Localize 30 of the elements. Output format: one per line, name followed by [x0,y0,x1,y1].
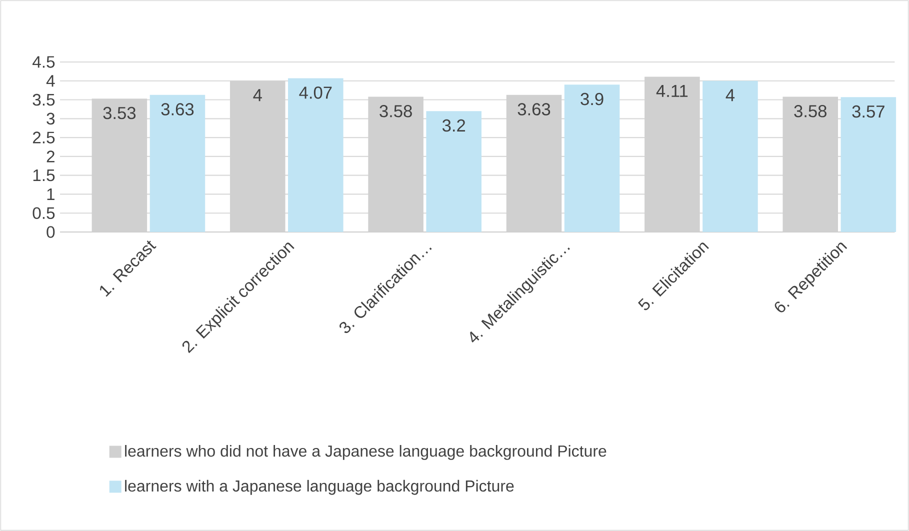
y-tick-label: 4.5 [32,56,55,68]
y-tick-label: 0 [46,226,55,238]
y-tick-label: 0.5 [32,207,55,220]
data-label: 3.63 [161,103,194,116]
bar [702,80,758,232]
data-label: 3.57 [852,105,884,118]
data-label: 3.58 [794,105,826,118]
y-tick-label: 3.5 [32,94,55,106]
data-label: 3.9 [580,92,604,106]
bar [150,94,206,232]
y-tick-label: 1 [47,188,54,200]
y-tick-label: 3 [46,112,55,125]
bar [564,84,620,232]
y-tick-label: 2.5 [32,132,55,144]
bar [288,78,344,232]
bar [426,111,482,232]
data-label: 3.2 [442,119,466,132]
data-label: 4 [726,89,735,102]
data-label: 4.07 [299,86,332,99]
legend-label: learners with a Japanese language background Picture [125,480,514,495]
data-label: 3.63 [518,103,550,116]
y-tick-label: 2 [46,150,54,162]
data-label: 3.53 [103,106,136,120]
data-label: 4 [253,89,262,102]
y-tick-label: 1.5 [33,170,55,182]
legend-label: learners who did not have a Japanese language background Picture [125,444,606,460]
bar [840,97,896,232]
y-tick-label: 4 [46,75,55,87]
data-label: 4.11 [656,85,688,97]
data-label: 3.58 [380,105,412,118]
